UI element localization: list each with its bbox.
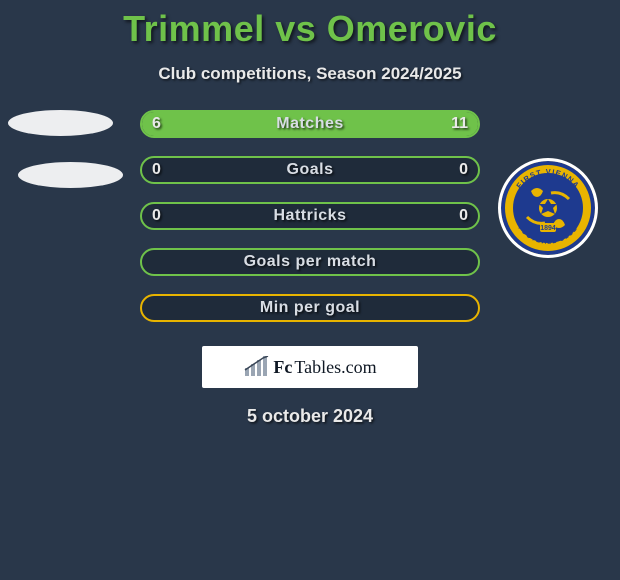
player-silhouette-placeholder <box>18 162 123 188</box>
stat-bar: Goals0 0 <box>140 156 480 184</box>
comparison-title: Trimmel vs Omerovic <box>0 0 620 50</box>
stat-bars-column: Matches611Goals00Hattricks00Goals per ma… <box>140 110 480 340</box>
stat-bar-label: Goals <box>142 158 478 182</box>
fctables-watermark: FcTables.com <box>202 346 418 388</box>
stat-bar-value-left: 0 <box>152 204 161 228</box>
stat-bar-value-left: 6 <box>152 112 161 136</box>
stat-bar-value-right: 11 <box>451 112 468 136</box>
stat-bar: Goals per match <box>140 248 480 276</box>
stat-bar-label: Matches <box>142 112 478 136</box>
comparison-subtitle: Club competitions, Season 2024/2025 <box>0 64 620 84</box>
club-badge-inner: 1894 <box>513 173 583 243</box>
stat-bar-label: Min per goal <box>142 296 478 320</box>
bars-icon <box>243 356 269 378</box>
fctables-brand-bold: Fc <box>273 357 292 378</box>
comparison-stage: Matches611Goals00Hattricks00Goals per ma… <box>0 110 620 340</box>
club-badge-first-vienna: FIRST VIENNA FOOTBALL CLUB 1894 <box>498 158 598 258</box>
snapshot-date: 5 october 2024 <box>0 406 620 427</box>
svg-text:1894: 1894 <box>540 225 556 232</box>
stat-bar-value-right: 0 <box>459 158 468 182</box>
stat-bar: Min per goal <box>140 294 480 322</box>
stat-bar: Hattricks0 0 <box>140 202 480 230</box>
stat-bar-label: Hattricks <box>142 204 478 228</box>
stat-bar-value-right: 0 <box>459 204 468 228</box>
stat-bar-label: Goals per match <box>142 250 478 274</box>
stat-bar: Matches6 11 <box>140 110 480 138</box>
player-silhouette-placeholder <box>8 110 113 136</box>
fctables-brand-rest: Tables.com <box>294 357 376 378</box>
stat-bar-value-left: 0 <box>152 158 161 182</box>
